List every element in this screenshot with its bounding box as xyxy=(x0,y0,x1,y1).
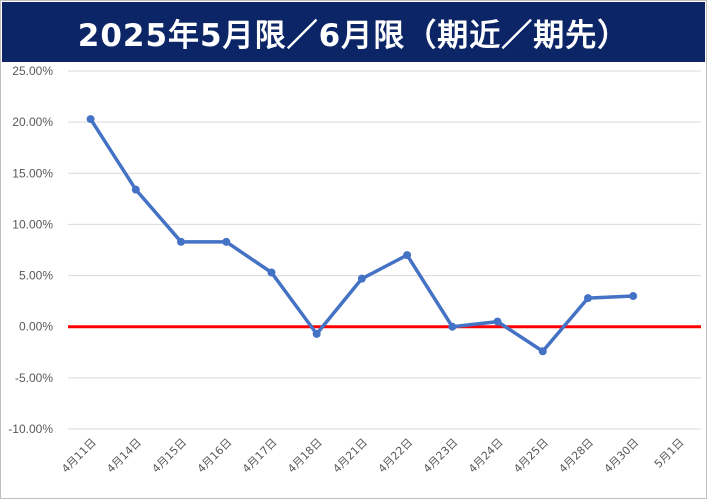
y-tick-label: 20.00% xyxy=(12,115,53,129)
data-point xyxy=(357,274,366,283)
x-tick-label: 4月14日 xyxy=(104,436,144,476)
title-bar: 2025年5月限／6月限（期近／期先） xyxy=(2,2,705,62)
data-point xyxy=(267,268,276,277)
data-point xyxy=(312,329,321,338)
x-tick-label: 4月23日 xyxy=(421,436,461,476)
series-line xyxy=(89,118,634,354)
x-tick-label: 4月24日 xyxy=(466,436,506,476)
y-tick-label: -10.00% xyxy=(8,422,53,436)
y-tick-label: 25.00% xyxy=(12,64,53,78)
y-tick-label: 5.00% xyxy=(19,269,53,283)
data-point xyxy=(177,237,186,246)
chart-title: 2025年5月限／6月限（期近／期先） xyxy=(77,17,630,54)
x-tick-label: 4月11日 xyxy=(59,436,99,476)
data-point xyxy=(538,347,547,356)
x-tick-label: 4月21日 xyxy=(330,436,370,476)
x-tick-label: 4月16日 xyxy=(195,436,235,476)
data-point xyxy=(131,185,140,194)
x-tick-label: 4月15日 xyxy=(150,436,190,476)
x-tick-label: 4月28日 xyxy=(556,436,596,476)
data-point xyxy=(403,251,412,260)
x-tick-label: 4月17日 xyxy=(240,436,280,476)
data-point xyxy=(629,292,638,301)
y-tick-label: -5.00% xyxy=(15,371,53,385)
data-point xyxy=(86,115,95,124)
x-tick-label: 4月25日 xyxy=(511,436,551,476)
y-tick-label: 10.00% xyxy=(12,217,53,231)
x-tick-label: 5月1日 xyxy=(652,436,687,471)
x-tick-label: 4月22日 xyxy=(376,436,416,476)
x-tick-label: 4月30日 xyxy=(602,436,642,476)
x-tick-label: 4月18日 xyxy=(285,436,325,476)
y-tick-label: 0.00% xyxy=(19,320,53,334)
data-point xyxy=(448,322,457,331)
data-point xyxy=(222,237,231,246)
data-point xyxy=(583,294,592,303)
y-tick-label: 15.00% xyxy=(12,166,53,180)
data-point xyxy=(493,317,502,326)
